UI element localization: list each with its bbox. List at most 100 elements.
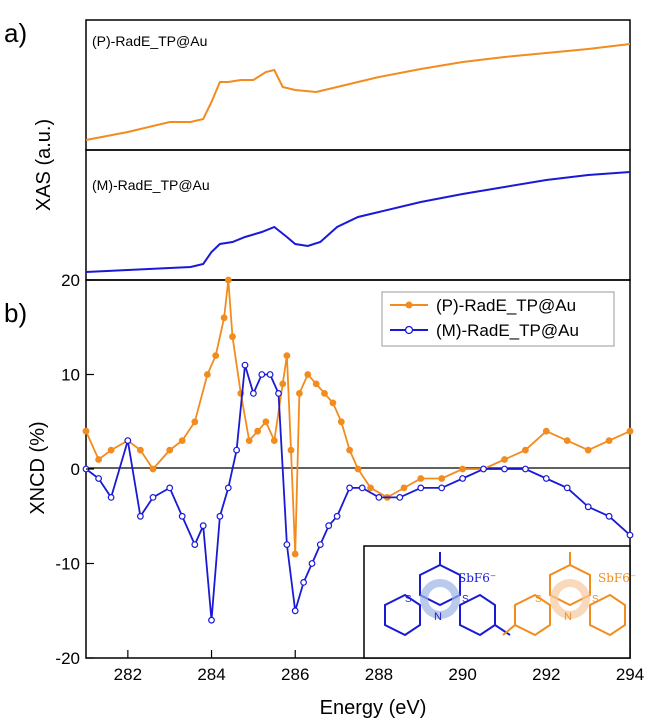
xncd-point-1-20 xyxy=(291,607,299,615)
xncd-point-1-33 xyxy=(480,465,487,473)
xncd-point-0-8 xyxy=(191,418,199,426)
xncd-point-1-2 xyxy=(107,494,115,501)
xncd-point-0-10 xyxy=(212,352,220,360)
xncd-point-1-37 xyxy=(563,484,571,492)
x-tick-label-6: 294 xyxy=(616,665,644,684)
xncd-point-1-18 xyxy=(275,390,282,397)
panel-label-a: a) xyxy=(4,18,27,48)
xncd-point-0-34 xyxy=(417,475,425,482)
y-tick-label-1: 10 xyxy=(61,366,80,385)
xncd-point-1-32 xyxy=(459,475,467,482)
xncd-point-0-6 xyxy=(166,446,174,454)
svg-text:S: S xyxy=(535,594,542,605)
xncd-point-1-39 xyxy=(605,512,613,520)
x-axis-label: Energy (eV) xyxy=(320,697,427,719)
y-tick-label-3: -10 xyxy=(55,555,80,574)
xncd-point-0-4 xyxy=(136,446,144,454)
xncd-point-0-13 xyxy=(229,333,236,341)
xncd-point-0-38 xyxy=(501,456,508,463)
xncd-point-1-19 xyxy=(283,541,291,548)
xncd-point-1-11 xyxy=(216,512,224,520)
xncd-point-1-22 xyxy=(308,560,316,567)
xncd-point-0-17 xyxy=(262,418,270,426)
xncd-point-0-30 xyxy=(354,465,362,473)
xncd-point-0-24 xyxy=(304,371,312,378)
x-tick-label-0: 282 xyxy=(114,665,142,684)
xncd-point-1-31 xyxy=(438,484,446,492)
xncd-point-0-23 xyxy=(296,390,303,397)
xncd-point-1-3 xyxy=(124,437,132,445)
xncd-point-0-28 xyxy=(337,418,345,426)
xncd-point-0-39 xyxy=(522,446,529,454)
xncd-point-1-16 xyxy=(258,371,266,378)
x-tick-label-5: 292 xyxy=(532,665,560,684)
xncd-point-1-38 xyxy=(584,503,592,511)
xncd-point-0-43 xyxy=(605,437,613,445)
legend-entry-p: (P)-RadE_TP@Au xyxy=(436,296,576,315)
xncd-point-0-22 xyxy=(291,550,299,558)
xncd-point-0-35 xyxy=(438,475,446,482)
xncd-point-0-21 xyxy=(287,446,295,454)
xncd-point-1-25 xyxy=(333,512,341,520)
xas-ylabel: XAS (a.u.) xyxy=(33,119,55,211)
xncd-point-1-21 xyxy=(300,579,308,586)
xncd-point-0-25 xyxy=(312,380,320,388)
xncd-point-1-17 xyxy=(266,371,274,378)
xncd-point-1-26 xyxy=(346,484,354,492)
xncd-point-1-5 xyxy=(149,494,157,501)
legend: (P)-RadE_TP@Au (M)-RadE_TP@Au xyxy=(381,291,615,347)
xncd-point-1-15 xyxy=(249,390,257,397)
xas-p-line xyxy=(85,43,631,141)
xncd-point-1-40 xyxy=(626,531,634,539)
xncd-point-1-10 xyxy=(208,616,215,624)
svg-text:S: S xyxy=(405,594,412,605)
xncd-point-0-36 xyxy=(459,465,467,473)
x-tick-label-4: 290 xyxy=(448,665,476,684)
panel-a-top-label: (P)-RadE_TP@Au xyxy=(92,33,207,49)
x-tick-label-1: 284 xyxy=(197,665,225,684)
xncd-point-0-27 xyxy=(329,399,337,407)
xncd-point-1-30 xyxy=(417,484,425,492)
x-tick-label-2: 286 xyxy=(281,665,309,684)
xncd-point-0-29 xyxy=(346,446,354,454)
inset-anion-right: SbF6⁻ xyxy=(598,571,636,585)
xncd-point-0-9 xyxy=(203,371,211,378)
xncd-point-1-13 xyxy=(233,446,241,454)
xncd-point-1-1 xyxy=(95,475,102,482)
xncd-ylabel: XNCD (%) xyxy=(27,421,49,514)
y-tick-label-2: 0 xyxy=(71,460,80,479)
xncd-point-1-9 xyxy=(199,522,207,530)
xncd-point-1-23 xyxy=(316,541,324,548)
xas-m-line xyxy=(85,171,631,273)
xncd-point-0-15 xyxy=(245,437,253,445)
xncd-point-0-16 xyxy=(254,427,262,435)
xncd-point-1-28 xyxy=(375,494,383,501)
svg-text:S: S xyxy=(592,594,599,605)
xncd-point-0-33 xyxy=(400,484,408,492)
xncd-point-0-7 xyxy=(178,437,186,445)
xncd-point-0-40 xyxy=(542,427,550,435)
xncd-point-0-41 xyxy=(563,437,571,445)
y-tick-label-0: 20 xyxy=(61,271,80,290)
xncd-point-1-7 xyxy=(178,512,186,520)
xncd-point-1-4 xyxy=(136,512,144,520)
xncd-point-0-18 xyxy=(270,437,278,445)
xncd-point-0-0 xyxy=(82,427,90,435)
svg-text:N: N xyxy=(434,611,442,623)
xncd-point-0-31 xyxy=(367,484,375,492)
panel-label-b: b) xyxy=(4,298,27,328)
xncd-point-1-35 xyxy=(522,465,529,473)
xncd-point-1-34 xyxy=(501,465,508,473)
x-tick-label-3: 288 xyxy=(365,665,393,684)
xncd-point-1-12 xyxy=(224,484,232,492)
xncd-point-1-6 xyxy=(166,484,174,492)
xncd-point-0-42 xyxy=(584,446,592,454)
xncd-point-0-2 xyxy=(107,446,115,454)
panel-a-bottom-frame xyxy=(85,149,631,281)
xncd-point-0-11 xyxy=(220,314,228,322)
xncd-point-1-24 xyxy=(325,522,333,530)
inset-anion-left: SbF6⁻ xyxy=(458,571,496,585)
xncd-point-0-44 xyxy=(626,427,634,435)
xncd-point-1-8 xyxy=(191,541,199,548)
